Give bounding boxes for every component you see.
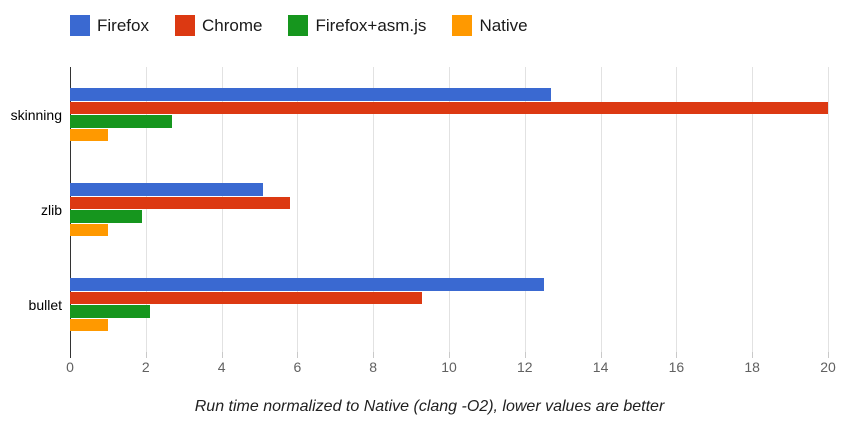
bar-group-bullet [70,257,828,352]
bar-native-skinning [70,128,108,141]
bar-firefox-skinning [70,88,552,101]
gridline [221,67,223,352]
x-tick-label: 18 [744,359,760,375]
tick-mark [297,352,299,358]
tick-mark [221,352,223,358]
legend-swatch-firefox [70,15,90,36]
legend-swatch-firefox-asm-js [288,15,309,36]
bar-firefox-bullet [70,278,544,291]
legend-item-firefox-asm-js: Firefox+asm.js [288,15,426,36]
gridline [145,67,147,352]
bar-group-zlib [70,162,828,257]
gridline [449,67,450,352]
category-label-skinning: skinning [10,106,62,123]
y-axis-line [70,67,71,352]
x-tick-label: 6 [293,359,302,375]
tick-mark [600,352,602,358]
chart-legend: Firefox Chrome Firefox+asm.js Native [70,15,528,36]
x-tick-label: 2 [141,359,150,375]
bar-chrome-bullet [70,291,423,304]
legend-item-firefox: Firefox [70,15,149,36]
legend-item-chrome: Chrome [174,15,263,36]
gridline [600,67,602,352]
tick-mark [145,352,147,358]
chart-caption: Run time normalized to Native (clang -O2… [194,398,665,415]
tick-mark [449,352,450,358]
bar-firefox-asm-js-skinning [70,115,173,128]
x-tick-label: 20 [820,359,836,375]
bar-group-skinning [70,67,828,162]
category-label-bullet: bullet [28,296,62,313]
tick-mark [70,352,71,358]
bar-firefox-zlib [70,183,264,196]
tick-mark [828,352,829,358]
legend-label: Native [479,15,528,35]
gridline [297,67,299,352]
x-tick-label: 8 [369,359,378,375]
bar-firefox-asm-js-zlib [70,210,142,223]
bar-chrome-zlib [70,196,290,209]
legend-item-native: Native [452,15,528,36]
bar-chrome-skinning [70,101,828,114]
x-tick-label: 12 [517,359,533,375]
legend-label: Chrome [201,15,263,35]
legend-label: Firefox [97,15,149,35]
legend-label: Firefox+asm.js [315,15,427,35]
plot-area: 0 2 4 6 8 10 12 14 16 18 20 [66,67,836,375]
x-tick-label: 16 [668,359,685,375]
gridline [524,67,526,352]
tick-mark [752,352,754,358]
x-tick-label: 4 [217,359,226,375]
x-tick-label: 0 [66,359,74,375]
gridline [752,67,754,352]
legend-swatch-chrome [174,15,195,36]
bar-firefox-asm-js-bullet [70,305,150,318]
gridline [676,67,678,352]
bar-native-bullet [70,318,108,331]
x-tick-label: 10 [441,359,457,375]
tick-mark [524,352,526,358]
bar-native-zlib [70,223,108,236]
gridline [373,67,375,352]
tick-mark [373,352,375,358]
legend-swatch-native [452,15,473,36]
x-tick-label: 14 [592,359,609,375]
tick-mark [676,352,678,358]
category-label-zlib: zlib [40,201,62,218]
gridline [828,67,829,352]
